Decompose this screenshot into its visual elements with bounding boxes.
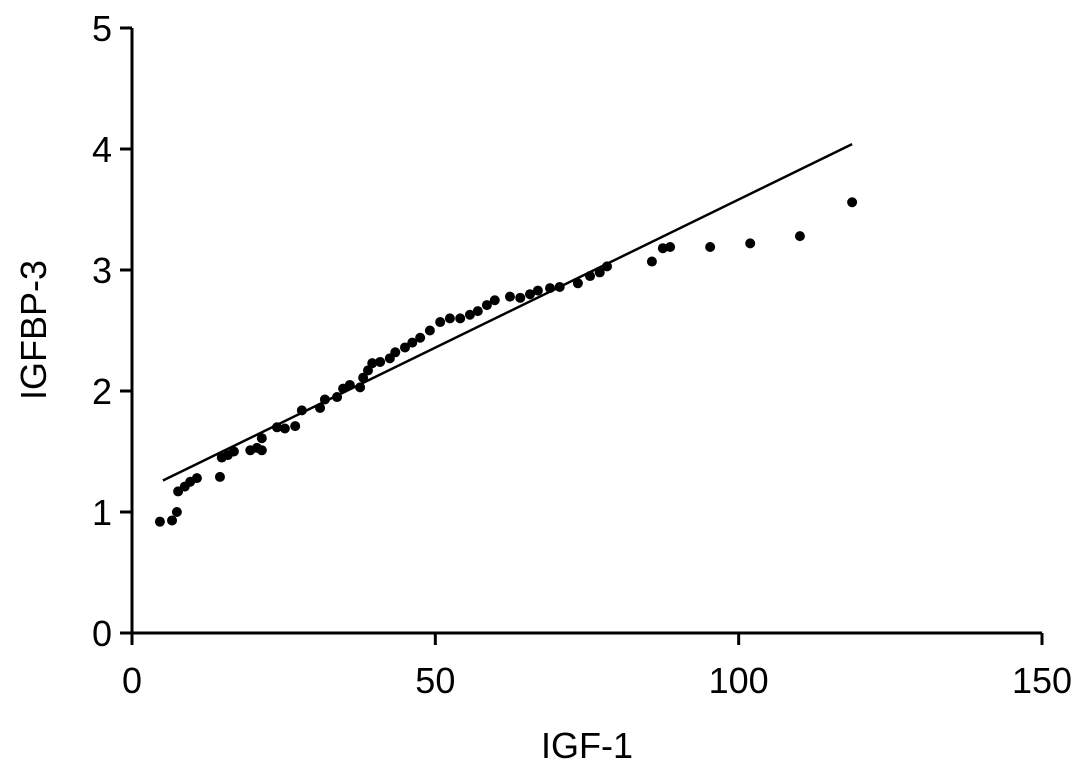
y-tick-label: 5 — [92, 8, 112, 49]
x-tick-label: 0 — [122, 660, 142, 701]
point — [154, 516, 165, 527]
point — [407, 337, 418, 348]
point — [481, 300, 492, 311]
point — [504, 291, 515, 302]
point — [167, 515, 178, 526]
point — [424, 325, 435, 336]
point — [191, 473, 202, 484]
point — [745, 238, 756, 249]
point — [367, 358, 378, 369]
point — [472, 306, 483, 317]
point — [415, 332, 426, 343]
y-tick-label: 3 — [92, 250, 112, 291]
point — [358, 372, 369, 383]
point — [847, 197, 858, 208]
x-tick-label: 50 — [415, 660, 455, 701]
point — [228, 446, 239, 457]
point — [290, 421, 301, 432]
fit-line — [162, 143, 853, 482]
point — [646, 256, 657, 267]
point — [515, 292, 526, 303]
point — [435, 317, 446, 328]
point — [489, 295, 500, 306]
y-tick-label: 2 — [92, 371, 112, 412]
x-tick-label: 150 — [1012, 660, 1072, 701]
y-axis-title: IGFBP-3 — [13, 260, 54, 400]
point — [532, 285, 543, 296]
point — [455, 313, 466, 324]
point — [464, 309, 475, 320]
point — [256, 433, 267, 444]
point — [171, 507, 182, 517]
point — [794, 231, 805, 242]
point — [256, 445, 267, 456]
point — [390, 347, 401, 358]
x-axis-title: IGF-1 — [541, 725, 633, 766]
y-tick-label: 0 — [92, 613, 112, 654]
point — [279, 423, 290, 434]
point — [362, 365, 373, 376]
point — [572, 278, 583, 289]
point — [375, 356, 386, 367]
y-tick-label: 1 — [92, 492, 112, 533]
point — [444, 313, 455, 324]
x-tick-label: 100 — [709, 660, 769, 701]
point — [524, 289, 535, 300]
point — [705, 242, 716, 253]
point — [400, 342, 410, 353]
point — [214, 471, 225, 482]
y-tick-label: 4 — [92, 129, 112, 170]
point — [665, 242, 676, 253]
